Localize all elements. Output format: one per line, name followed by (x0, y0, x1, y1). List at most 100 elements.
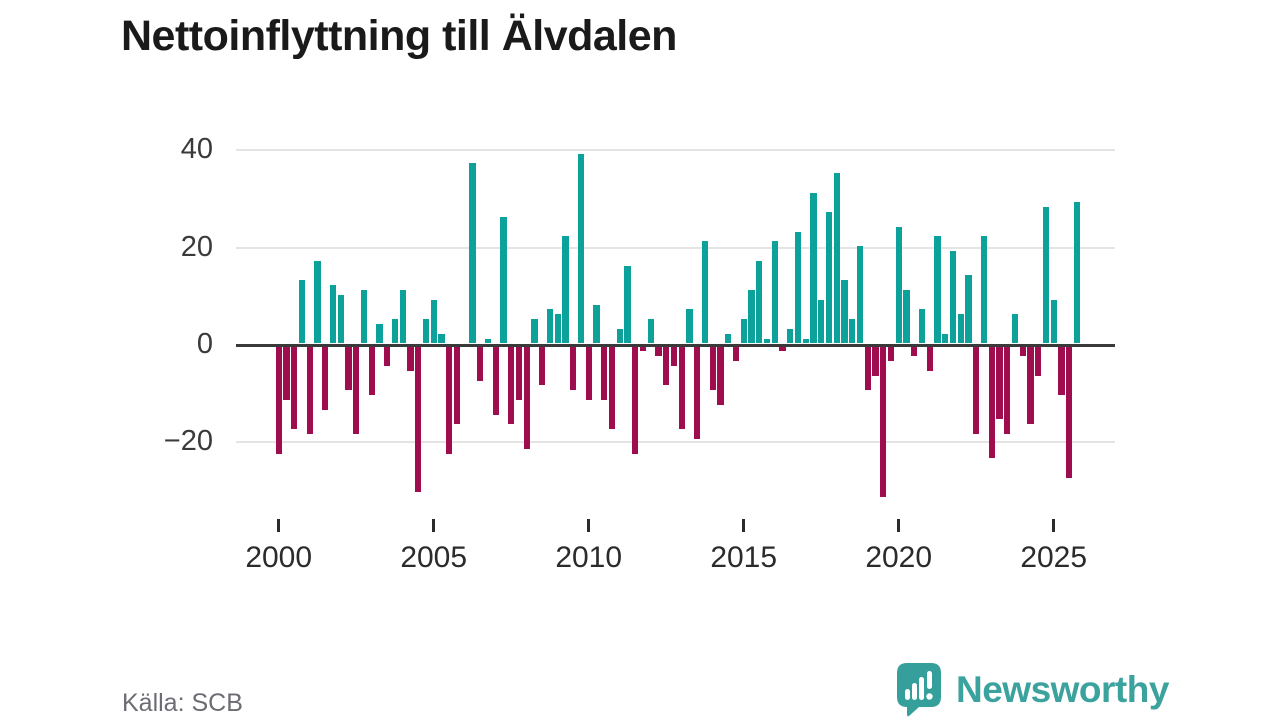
bar-2025-Q3 (1066, 346, 1073, 478)
bar-2023-Q3 (1004, 346, 1011, 435)
bar-2002-Q1 (337, 294, 344, 344)
bar-2000-Q4 (298, 280, 306, 344)
bar-2016-Q4 (794, 231, 802, 344)
bar-2007-Q1 (492, 346, 499, 415)
bar-2017-Q4 (825, 212, 833, 344)
bar-2021-Q1 (926, 346, 933, 371)
x-axis-tick-2005 (432, 519, 436, 532)
newsworthy-logo: Newsworthy (897, 662, 1169, 718)
bar-2016-Q3 (787, 328, 794, 344)
bar-2003-Q2 (376, 324, 383, 344)
bar-2004-Q1 (399, 289, 406, 344)
bar-2020-Q2 (903, 289, 910, 344)
bar-2012-Q4 (670, 346, 678, 366)
bar-2024-Q1 (1019, 346, 1026, 357)
bar-2000-Q1 (275, 346, 282, 454)
x-axis-label-2010: 2010 (555, 541, 623, 574)
bar-2024-Q4 (1042, 207, 1050, 344)
bar-2019-Q3 (880, 346, 887, 498)
bar-2017-Q2 (810, 192, 817, 344)
bar-2014-Q1 (709, 346, 716, 391)
bar-2006-Q2 (469, 163, 476, 344)
bar-2011-Q4 (639, 346, 647, 352)
x-axis-label-2005: 2005 (400, 541, 468, 574)
bar-2013-Q1 (678, 346, 685, 430)
bar-2004-Q4 (422, 319, 430, 344)
bar-2015-Q3 (756, 260, 763, 344)
bar-2007-Q4 (515, 346, 523, 400)
y-axis-label--20: −20 (163, 425, 213, 458)
x-axis-label-2015: 2015 (710, 541, 778, 574)
bar-2024-Q3 (1035, 346, 1042, 376)
bar-2012-Q1 (647, 319, 654, 344)
bar-2009-Q1 (554, 314, 561, 344)
bar-2014-Q3 (725, 333, 732, 344)
bar-2017-Q3 (818, 299, 825, 344)
bar-2002-Q2 (345, 346, 352, 391)
bar-2005-Q1 (430, 299, 437, 344)
bar-2006-Q3 (477, 346, 484, 381)
bar-2012-Q2 (655, 346, 662, 357)
bar-2013-Q2 (686, 309, 693, 344)
bar-2014-Q4 (732, 346, 740, 362)
bar-2018-Q1 (833, 173, 840, 344)
chart-title: Nettoinflyttning till Älvdalen (121, 12, 677, 60)
bar-2006-Q4 (484, 338, 492, 344)
bar-2001-Q2 (314, 260, 321, 344)
bar-2009-Q2 (562, 236, 569, 344)
bar-2003-Q4 (391, 319, 399, 344)
bar-2002-Q3 (353, 346, 360, 435)
bar-2019-Q1 (864, 346, 871, 391)
bar-2002-Q4 (360, 289, 368, 344)
bar-2018-Q3 (849, 319, 856, 344)
bar-2018-Q4 (856, 246, 864, 344)
x-axis-tick-2000 (277, 519, 281, 532)
bar-2000-Q2 (283, 346, 290, 400)
y-axis-label-20: 20 (180, 230, 213, 263)
x-axis-zero-line (236, 343, 1115, 347)
bar-2010-Q1 (585, 346, 592, 400)
bar-2020-Q3 (911, 346, 918, 357)
bar-2000-Q3 (291, 346, 298, 430)
bar-2007-Q3 (508, 346, 515, 425)
bar-2022-Q1 (957, 314, 964, 344)
gridline-y-40 (236, 149, 1115, 152)
bar-2015-Q1 (740, 319, 747, 344)
bar-2021-Q3 (942, 333, 949, 344)
bar-2001-Q4 (329, 285, 337, 344)
x-axis-tick-2010 (587, 519, 591, 532)
source-label: Källa: SCB (122, 689, 243, 717)
bar-2012-Q3 (663, 346, 670, 386)
bar-2021-Q2 (934, 236, 941, 344)
bar-2018-Q2 (841, 280, 848, 344)
bar-2008-Q3 (539, 346, 546, 386)
bar-2022-Q2 (965, 275, 972, 344)
x-axis-tick-2015 (742, 519, 746, 532)
bar-2025-Q1 (1050, 299, 1057, 344)
bar-2001-Q3 (322, 346, 329, 410)
bar-2020-Q4 (918, 309, 926, 344)
bar-2013-Q3 (694, 346, 701, 439)
newsworthy-wordmark: Newsworthy (956, 669, 1169, 710)
bar-2013-Q4 (701, 241, 709, 344)
bar-2015-Q2 (748, 289, 755, 344)
bar-2010-Q3 (601, 346, 608, 400)
bar-2022-Q3 (973, 346, 980, 435)
x-axis-tick-2025 (1052, 519, 1056, 532)
bar-2009-Q3 (570, 346, 577, 391)
bar-2016-Q2 (779, 346, 786, 352)
x-axis-tick-2020 (897, 519, 901, 532)
bar-2008-Q4 (546, 309, 554, 344)
bar-2005-Q3 (446, 346, 453, 454)
bar-2010-Q2 (593, 304, 600, 344)
bar-2008-Q2 (531, 319, 538, 344)
bar-2020-Q1 (895, 226, 902, 344)
bar-2008-Q1 (523, 346, 530, 449)
bar-2025-Q4 (1073, 202, 1081, 344)
bar-2014-Q2 (717, 346, 724, 405)
bar-2022-Q4 (980, 236, 988, 344)
y-axis-label-40: 40 (180, 133, 213, 166)
bar-2004-Q2 (407, 346, 414, 371)
bar-2011-Q1 (616, 328, 623, 344)
